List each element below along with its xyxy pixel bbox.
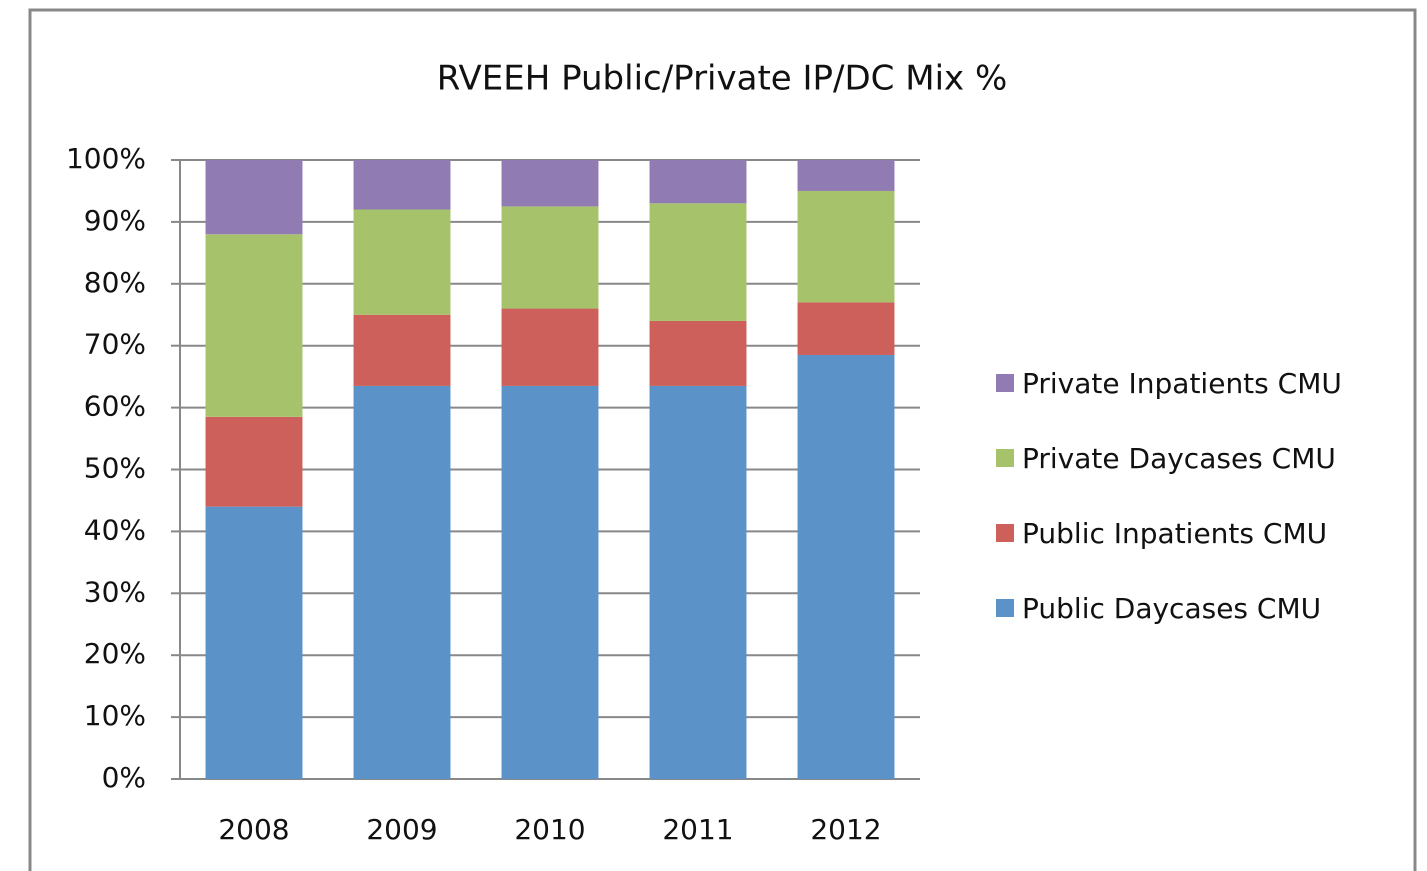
bar-segment — [797, 302, 895, 355]
legend-swatch — [996, 524, 1014, 542]
bar-segment — [797, 354, 895, 779]
bar-segment — [353, 160, 451, 210]
legend-swatch — [996, 449, 1014, 467]
y-tick-label: 80% — [84, 266, 146, 299]
y-tick-label: 100% — [66, 142, 146, 175]
bar-segment — [353, 385, 451, 779]
y-tick-label: 70% — [84, 328, 146, 361]
legend-label: Public Inpatients CMU — [1022, 517, 1327, 550]
bar-segment — [353, 314, 451, 386]
y-tick-label: 30% — [84, 575, 146, 608]
bar-segment — [797, 190, 895, 303]
legend-label: Public Daycases CMU — [1022, 592, 1321, 625]
bar-segment — [797, 160, 895, 191]
y-tick-label: 50% — [84, 452, 146, 485]
bar-segment — [649, 385, 747, 779]
bar-segment — [649, 320, 747, 386]
x-tick-label: 2010 — [514, 813, 585, 846]
bar-segment — [501, 385, 599, 779]
bar-segment — [205, 160, 303, 235]
legend-label: Private Daycases CMU — [1022, 442, 1336, 475]
x-tick-label: 2011 — [662, 813, 733, 846]
y-tick-label: 60% — [84, 390, 146, 423]
bar-segment — [205, 234, 303, 417]
bar-segment — [501, 160, 599, 207]
bar-segment — [353, 209, 451, 315]
legend-label: Private Inpatients CMU — [1022, 367, 1342, 400]
y-tick-label: 10% — [84, 699, 146, 732]
x-tick-label: 2008 — [218, 813, 289, 846]
bar-segment — [205, 506, 303, 779]
legend-swatch — [996, 374, 1014, 392]
x-tick-label: 2009 — [366, 813, 437, 846]
bar-segment — [649, 203, 747, 321]
legend-swatch — [996, 599, 1014, 617]
y-tick-label: 40% — [84, 513, 146, 546]
y-tick-label: 90% — [84, 204, 146, 237]
chart-title: RVEEH Public/Private IP/DC Mix % — [437, 59, 1008, 99]
bar-segment — [205, 416, 303, 507]
bar-segment — [649, 160, 747, 204]
bar-segment — [501, 308, 599, 386]
y-tick-label: 20% — [84, 637, 146, 670]
x-tick-label: 2012 — [810, 813, 881, 846]
y-tick-label: 0% — [102, 761, 146, 794]
bar-segment — [501, 206, 599, 309]
